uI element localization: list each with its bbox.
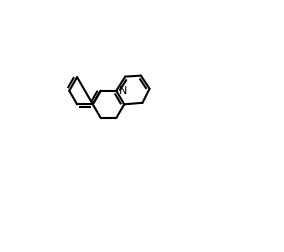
- Text: N: N: [119, 86, 128, 96]
